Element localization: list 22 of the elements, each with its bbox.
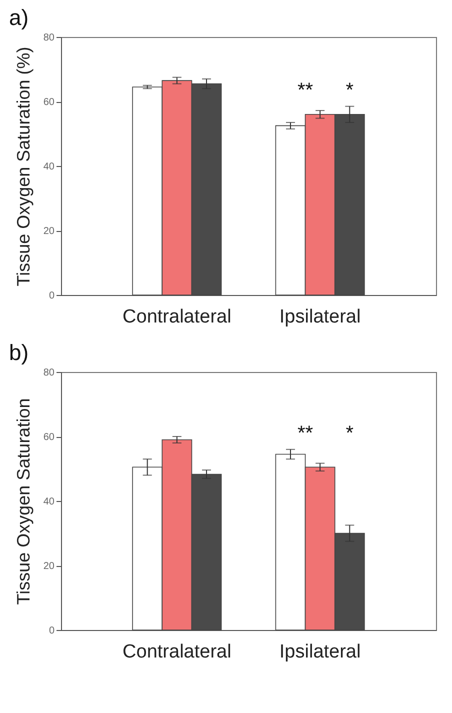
y-axis-title: Tissue Oxygen Saturation (%): [13, 46, 34, 286]
y-tick-label: 80: [43, 32, 55, 44]
y-tick-label: 20: [43, 561, 55, 572]
y-tick-label: 40: [43, 496, 55, 508]
y-axis-title: Tissue Oxygen Saturation: [13, 398, 34, 605]
y-tick-label: 80: [43, 368, 55, 378]
annotation: **: [297, 79, 314, 102]
annotation: *: [346, 422, 354, 444]
x-tick-label: Contralateral: [122, 306, 232, 328]
y-tick-label: 0: [48, 626, 55, 636]
y-tick-label: 0: [48, 290, 55, 302]
x-tick-label: Contralateral: [122, 642, 232, 662]
y-tick-label: 20: [43, 226, 55, 237]
annotation: **: [297, 422, 314, 444]
y-tick-label: 60: [43, 97, 55, 108]
x-tick-label: Ipsilateral: [279, 306, 361, 328]
chart-title: b): [9, 340, 29, 365]
chart-title: a): [9, 5, 29, 30]
y-tick-label: 40: [43, 162, 55, 172]
x-tick-label: Ipsilateral: [279, 642, 361, 662]
y-tick-label: 60: [43, 432, 55, 443]
annotation: *: [346, 79, 354, 102]
